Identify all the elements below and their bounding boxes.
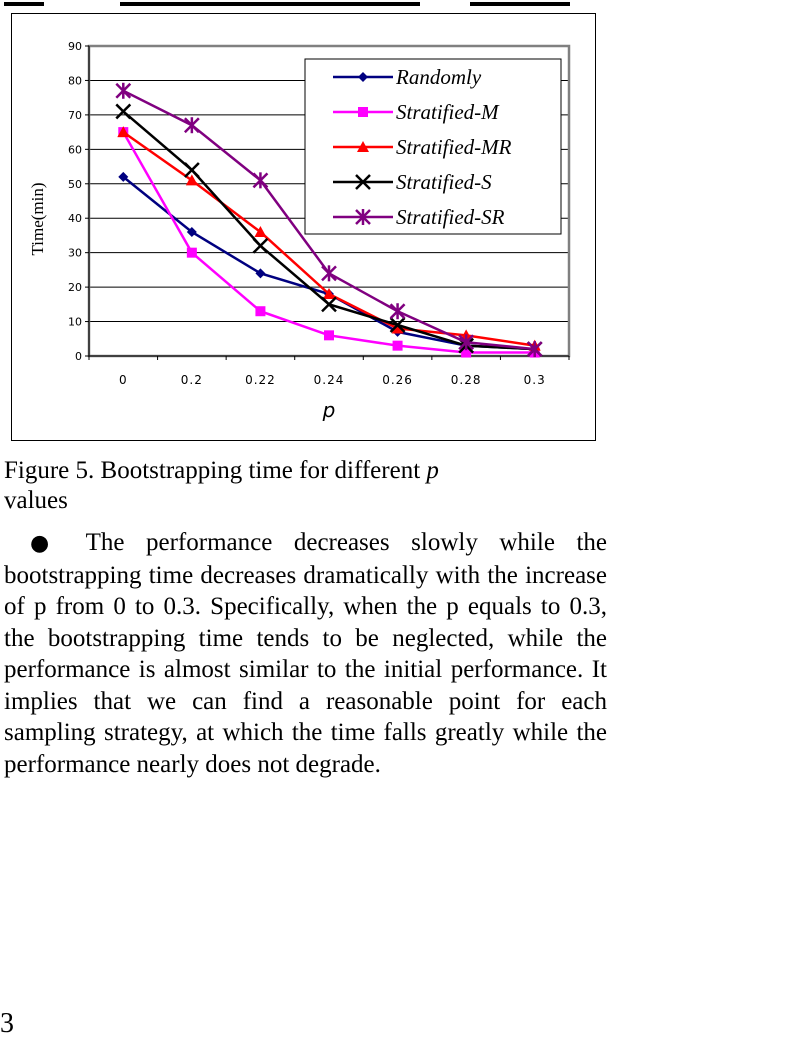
- data-point: [321, 265, 337, 282]
- y-tick-label: 50: [68, 178, 82, 191]
- data-point: [117, 126, 130, 138]
- x-axis-label: p: [322, 398, 336, 422]
- data-point: [254, 226, 267, 237]
- y-tick-label: 90: [68, 40, 82, 53]
- data-point: [255, 268, 266, 279]
- x-tick-label: 0.3: [524, 373, 546, 387]
- y-tick-label: 60: [68, 143, 82, 156]
- legend-item: Stratified-MR: [333, 135, 512, 159]
- series-stratified-sr: [115, 82, 543, 358]
- y-tick-label: 40: [68, 212, 82, 225]
- x-tick-label: 0.28: [451, 373, 482, 387]
- legend-marker: [358, 72, 368, 82]
- caption-label: Figure 5.: [4, 457, 95, 484]
- bullet-text: The performance decreases slowly while t…: [4, 529, 607, 778]
- legend-marker: [357, 141, 369, 152]
- data-point: [389, 303, 406, 320]
- legend-label: Stratified-S: [396, 170, 492, 194]
- figure-5-chart: 0 10 20 30 40 50 60 70 80 90 0 0.2 0.22 0.24 0.26 0.28 0…: [11, 13, 596, 441]
- chart-canvas: 0 10 20 30 40 50 60 70 80 90 0 0.2 0.22 0.24 0.26 0.28 0…: [28, 40, 571, 422]
- y-axis-label: Time(min): [28, 182, 47, 255]
- x-tick-label: 0.22: [245, 373, 276, 387]
- legend-item: Stratified-SR: [333, 205, 505, 229]
- y-tick-label: 10: [68, 316, 82, 329]
- data-point: [321, 296, 337, 313]
- legend-label: Stratified-M: [396, 100, 500, 124]
- caption-text-end: values: [4, 487, 68, 514]
- data-point: [389, 317, 406, 333]
- legend-label: Stratified-SR: [396, 205, 505, 229]
- data-point: [186, 227, 197, 237]
- data-point: [526, 341, 543, 358]
- data-point: [183, 162, 200, 178]
- data-point: [324, 330, 334, 341]
- data-point: [252, 172, 269, 189]
- legend: Randomly Stratified-M Stratified-MR Stratif…: [304, 58, 562, 235]
- data-point: [118, 171, 129, 182]
- legend-label: Randomly: [395, 65, 482, 89]
- caption-text: Bootstrapping time for different: [100, 457, 421, 484]
- data-point: [186, 247, 197, 258]
- legend-marker: [355, 174, 371, 190]
- data-point: [391, 322, 404, 334]
- data-point: [458, 334, 475, 351]
- x-tick-label: 0.24: [314, 373, 345, 387]
- legend-marker: [355, 209, 371, 225]
- x-tick-label: 0.2: [181, 373, 203, 387]
- page-number: 3: [0, 1008, 14, 1039]
- legend-label: Stratified-MR: [396, 135, 512, 159]
- caption-variable: p: [426, 457, 439, 484]
- y-tick-label: 70: [68, 109, 82, 122]
- data-point: [185, 174, 198, 186]
- legend-marker: [358, 107, 368, 117]
- y-tick-label: 80: [68, 74, 82, 87]
- data-point: [323, 288, 335, 299]
- figure-caption: Figure 5. Bootstrapping time for differe…: [4, 456, 607, 516]
- data-point: [255, 306, 266, 317]
- x-tick-label: 0.26: [382, 373, 413, 387]
- data-point: [115, 82, 132, 99]
- data-point: [392, 340, 403, 351]
- legend-item: Stratified-S: [333, 170, 492, 194]
- legend-item: Stratified-M: [333, 100, 500, 124]
- bullet-paragraph: ● The performance decreases slowly while…: [4, 527, 607, 780]
- bullet-icon: ●: [30, 531, 65, 556]
- data-point: [115, 103, 132, 120]
- y-tick-label: 20: [68, 281, 82, 294]
- data-point: [252, 237, 269, 254]
- y-tick-label: 0: [75, 350, 82, 363]
- data-point: [183, 117, 200, 134]
- data-point: [461, 347, 472, 358]
- x-tick-label: 0: [119, 373, 128, 387]
- cropped-text-fragment: [0, 0, 804, 10]
- legend-item: Randomly: [333, 65, 482, 89]
- y-tick-label: 30: [68, 247, 82, 260]
